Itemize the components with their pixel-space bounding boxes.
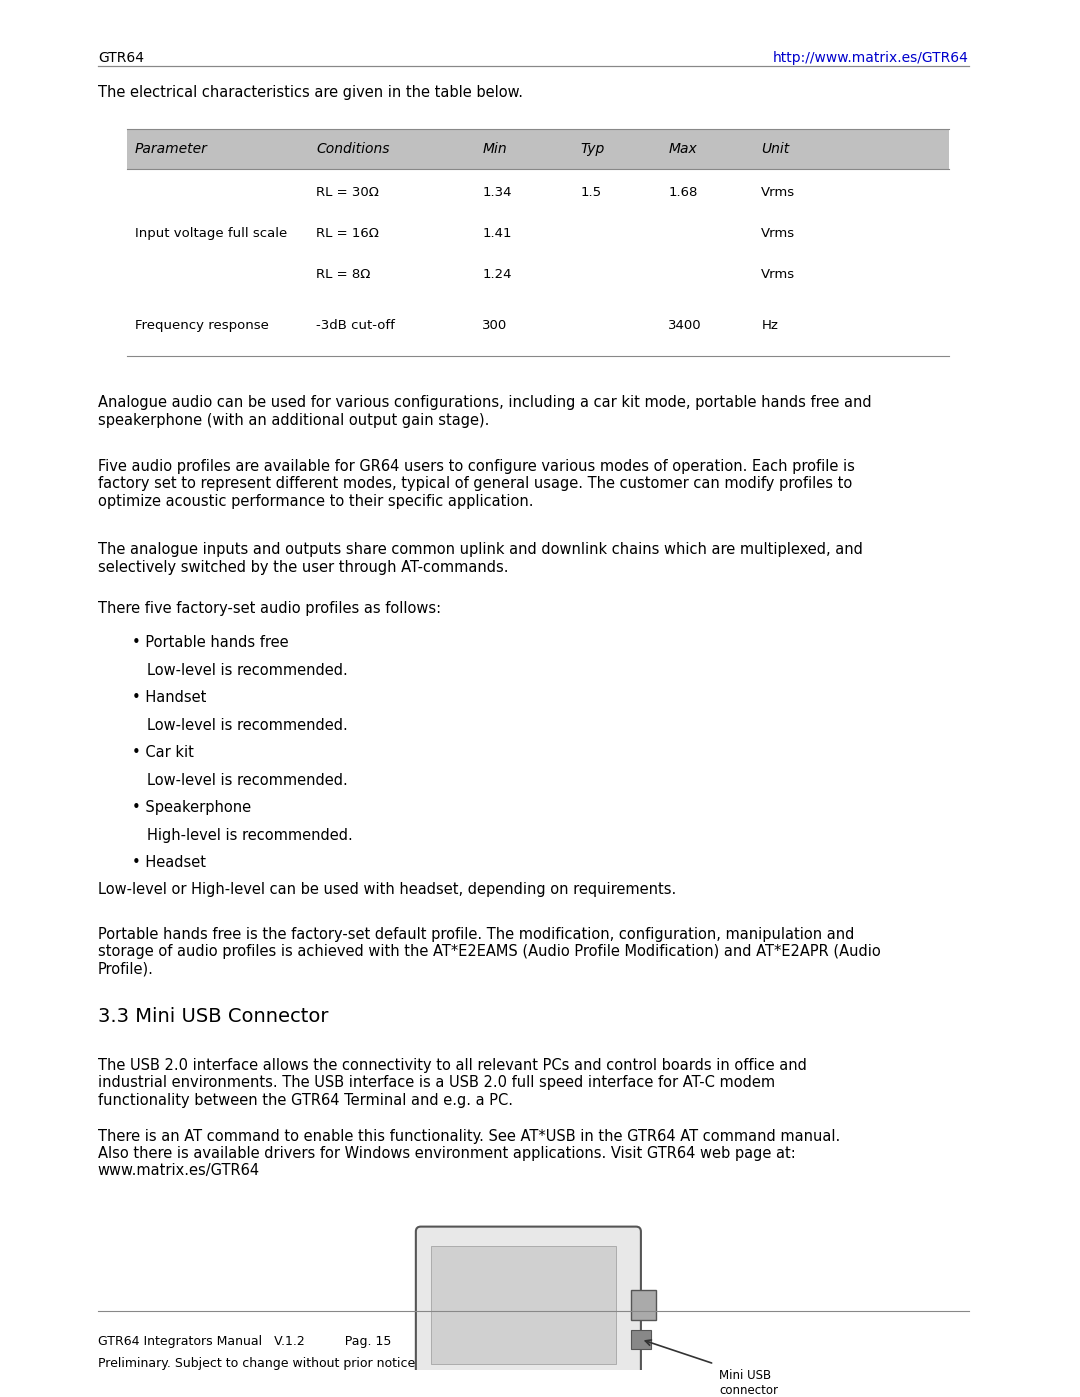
Text: GTR64 Integrators Manual   V.1.2          Pag. 15: GTR64 Integrators Manual V.1.2 Pag. 15	[98, 1336, 391, 1348]
Text: Max: Max	[669, 142, 697, 156]
Text: Typ: Typ	[580, 142, 605, 156]
Text: http://www.matrix.es/GTR64: http://www.matrix.es/GTR64	[773, 50, 969, 66]
Text: RL = 30Ω: RL = 30Ω	[316, 186, 379, 198]
Text: -3dB cut-off: -3dB cut-off	[316, 319, 395, 332]
Text: 1.34: 1.34	[483, 186, 512, 198]
Bar	[631, 1291, 656, 1320]
FancyBboxPatch shape	[127, 130, 949, 169]
Text: RL = 8Ω: RL = 8Ω	[316, 268, 370, 281]
Text: Input voltage full scale: Input voltage full scale	[135, 226, 287, 240]
Text: There five factory-set audio profiles as follows:: There five factory-set audio profiles as…	[98, 601, 441, 616]
Text: 1.5: 1.5	[580, 186, 602, 198]
Text: Conditions: Conditions	[316, 142, 390, 156]
Text: 1.41: 1.41	[483, 226, 512, 240]
Text: • Handset: • Handset	[132, 690, 206, 705]
Text: Portable hands free is the factory-set default profile. The modification, config: Portable hands free is the factory-set d…	[98, 926, 880, 977]
Text: 1.24: 1.24	[483, 268, 512, 281]
FancyBboxPatch shape	[416, 1227, 640, 1383]
Text: 300: 300	[483, 319, 508, 332]
Text: There is an AT command to enable this functionality. See AT*USB in the GTR64 AT : There is an AT command to enable this fu…	[98, 1129, 840, 1178]
Text: Low-level is recommended.: Low-level is recommended.	[147, 773, 348, 788]
Text: Hz: Hz	[761, 319, 778, 332]
Text: Frequency response: Frequency response	[135, 319, 269, 332]
Text: Five audio profiles are available for GR64 users to configure various modes of o: Five audio profiles are available for GR…	[98, 458, 854, 509]
Text: 3.3 Mini USB Connector: 3.3 Mini USB Connector	[98, 1007, 328, 1025]
Text: Preliminary. Subject to change without prior notice: Preliminary. Subject to change without p…	[98, 1356, 415, 1370]
Text: • Headset: • Headset	[132, 855, 206, 870]
Text: The electrical characteristics are given in the table below.: The electrical characteristics are given…	[98, 85, 523, 101]
Text: • Portable hands free: • Portable hands free	[132, 636, 288, 651]
Bar	[431, 1246, 617, 1363]
Text: 3400: 3400	[669, 319, 702, 332]
Text: The USB 2.0 interface allows the connectivity to all relevant PCs and control bo: The USB 2.0 interface allows the connect…	[98, 1058, 807, 1108]
Text: Analogue audio can be used for various configurations, including a car kit mode,: Analogue audio can be used for various c…	[98, 395, 872, 427]
Text: • Car kit: • Car kit	[132, 745, 194, 760]
Text: Parameter: Parameter	[135, 142, 208, 156]
Text: Unit: Unit	[761, 142, 789, 156]
Text: GTR64: GTR64	[98, 50, 144, 66]
Bar	[631, 1330, 650, 1350]
Text: RL = 16Ω: RL = 16Ω	[316, 226, 379, 240]
Text: Vrms: Vrms	[761, 268, 795, 281]
Text: Low-level is recommended.: Low-level is recommended.	[147, 718, 348, 733]
Text: Low-level is recommended.: Low-level is recommended.	[147, 662, 348, 678]
Text: Min: Min	[483, 142, 507, 156]
Text: The analogue inputs and outputs share common uplink and downlink chains which ar: The analogue inputs and outputs share co…	[98, 542, 863, 574]
Text: High-level is recommended.: High-level is recommended.	[147, 827, 352, 842]
Text: 1.68: 1.68	[669, 186, 698, 198]
Text: Low-level or High-level can be used with headset, depending on requirements.: Low-level or High-level can be used with…	[98, 883, 676, 897]
Text: Vrms: Vrms	[761, 226, 795, 240]
Text: Mini USB
connector: Mini USB connector	[719, 1369, 779, 1397]
Text: • Speakerphone: • Speakerphone	[132, 800, 252, 814]
Text: Vrms: Vrms	[761, 186, 795, 198]
